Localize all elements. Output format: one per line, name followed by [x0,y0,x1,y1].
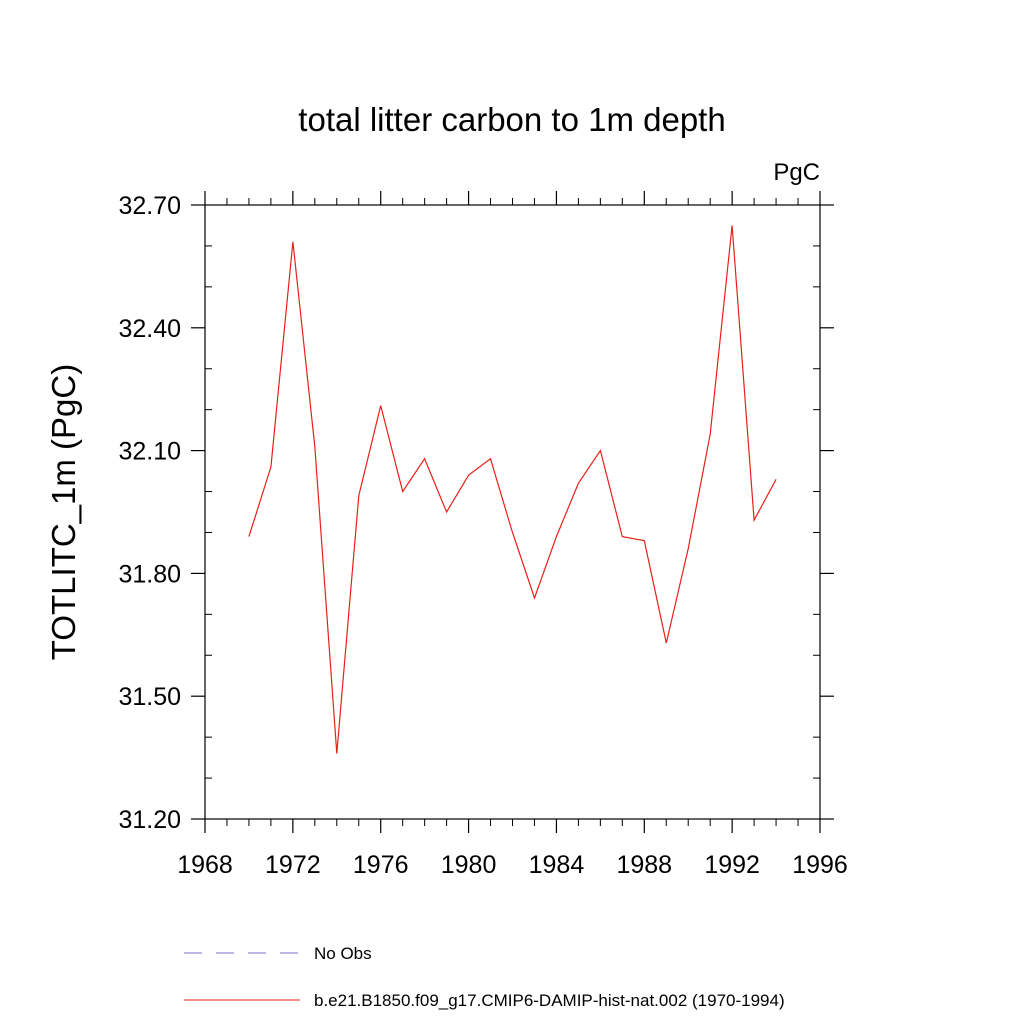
y-tick-label: 32.10 [118,438,181,466]
units-label: PgC [773,159,820,186]
y-tick-label: 31.20 [118,806,181,834]
x-tick-label: 1992 [704,851,760,879]
y-tick-label: 31.50 [118,683,181,711]
chart-title: total litter carbon to 1m depth [298,101,725,138]
legend-label-0: No Obs [314,944,372,963]
y-tick-label: 32.70 [118,192,181,220]
legend: No Obs b.e21.B1850.f09_g17.CMIP6-DAMIP-hi… [184,944,785,1010]
x-tick-label: 1972 [265,851,321,879]
legend-label-1: b.e21.B1850.f09_g17.CMIP6-DAMIP-hist-nat… [314,991,785,1010]
x-tick-label: 1984 [529,851,585,879]
x-tick-label: 1968 [177,851,233,879]
x-tick-label: 1980 [441,851,497,879]
plot-frame [204,204,821,820]
y-tick-label: 31.80 [118,560,181,588]
series-layer [248,225,777,754]
y-axis-label: TOTLITC_1m (PgC) [45,364,82,660]
series-line-1 [248,225,777,754]
axes: 1968 1972 1976 1980 1984 1988 1992 1996 31.20 31.… [118,191,848,879]
x-tick-label: 1988 [616,851,672,879]
y-tick-label: 32.40 [118,315,181,343]
x-tick-label: 1976 [353,851,409,879]
x-tick-label: 1996 [792,851,848,879]
